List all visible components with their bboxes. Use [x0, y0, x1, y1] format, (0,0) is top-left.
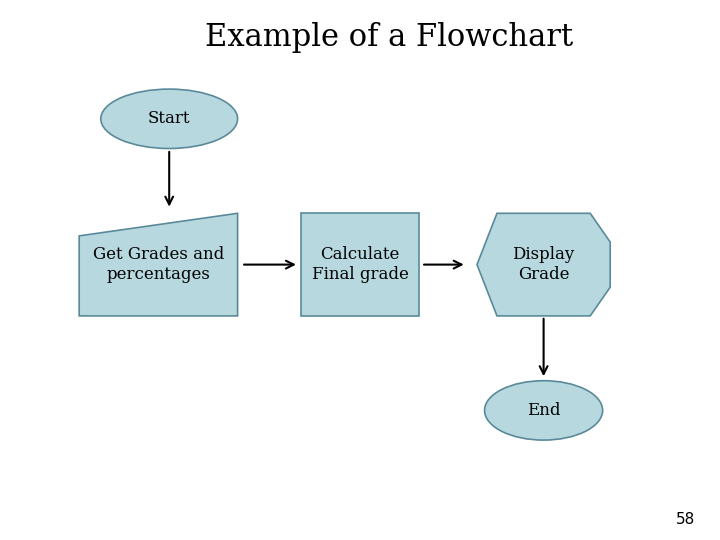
- Polygon shape: [79, 213, 238, 316]
- Ellipse shape: [485, 381, 603, 440]
- Text: Calculate
Final grade: Calculate Final grade: [312, 246, 408, 283]
- Text: Start: Start: [148, 110, 191, 127]
- Text: Get Grades and
percentages: Get Grades and percentages: [93, 246, 224, 283]
- Text: End: End: [527, 402, 560, 419]
- Text: 58: 58: [675, 511, 695, 526]
- Bar: [301, 213, 419, 316]
- Polygon shape: [477, 213, 611, 316]
- Text: Example of a Flowchart: Example of a Flowchart: [204, 22, 573, 53]
- Ellipse shape: [101, 89, 238, 148]
- Text: Display
Grade: Display Grade: [513, 246, 575, 283]
